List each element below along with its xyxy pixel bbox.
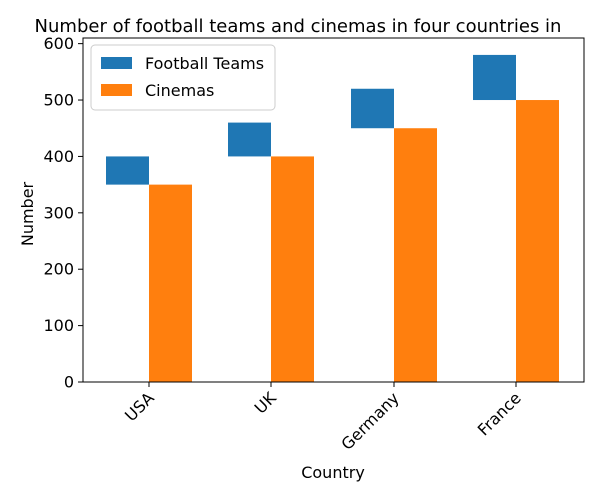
- x-tick-label: Germany: [337, 388, 402, 453]
- bar-cinemas-uk: [271, 156, 314, 382]
- bar-football-teams-germany: [351, 88, 394, 129]
- x-axis: USA UK Germany France: [121, 382, 525, 454]
- y-tick-label: 0: [64, 373, 74, 392]
- bar-football-teams-france: [473, 54, 516, 101]
- y-tick-label: 600: [43, 34, 74, 53]
- bar-cinemas-usa: [149, 184, 192, 382]
- y-tick-label: 500: [43, 91, 74, 110]
- y-tick-label: 400: [43, 147, 74, 166]
- x-axis-label: Country: [301, 463, 365, 482]
- legend-label: Cinemas: [145, 81, 214, 100]
- bars: [106, 54, 559, 383]
- x-tick-label: USA: [121, 388, 158, 425]
- y-tick-label: 100: [43, 316, 74, 335]
- y-axis-label: Number: [18, 181, 37, 246]
- legend-swatch: [101, 84, 132, 96]
- bar-football-teams-uk: [228, 122, 271, 157]
- y-tick-label: 200: [43, 260, 74, 279]
- legend-frame: [90, 44, 276, 111]
- bar-football-teams-usa: [106, 156, 149, 185]
- y-axis: 0 100 200 300 400 500 600: [43, 34, 83, 392]
- x-tick-label: UK: [251, 388, 280, 417]
- legend-swatch: [101, 57, 132, 69]
- legend: Football Teams Cinemas: [90, 44, 276, 111]
- x-tick-label: France: [474, 388, 525, 439]
- legend-label: Football Teams: [145, 54, 264, 73]
- y-tick-label: 300: [43, 203, 74, 222]
- chart-title: Number of football teams and cinemas in …: [35, 16, 562, 37]
- plot-frame: [82, 37, 585, 383]
- bar-cinemas-france: [516, 100, 559, 383]
- bar-cinemas-germany: [394, 128, 437, 382]
